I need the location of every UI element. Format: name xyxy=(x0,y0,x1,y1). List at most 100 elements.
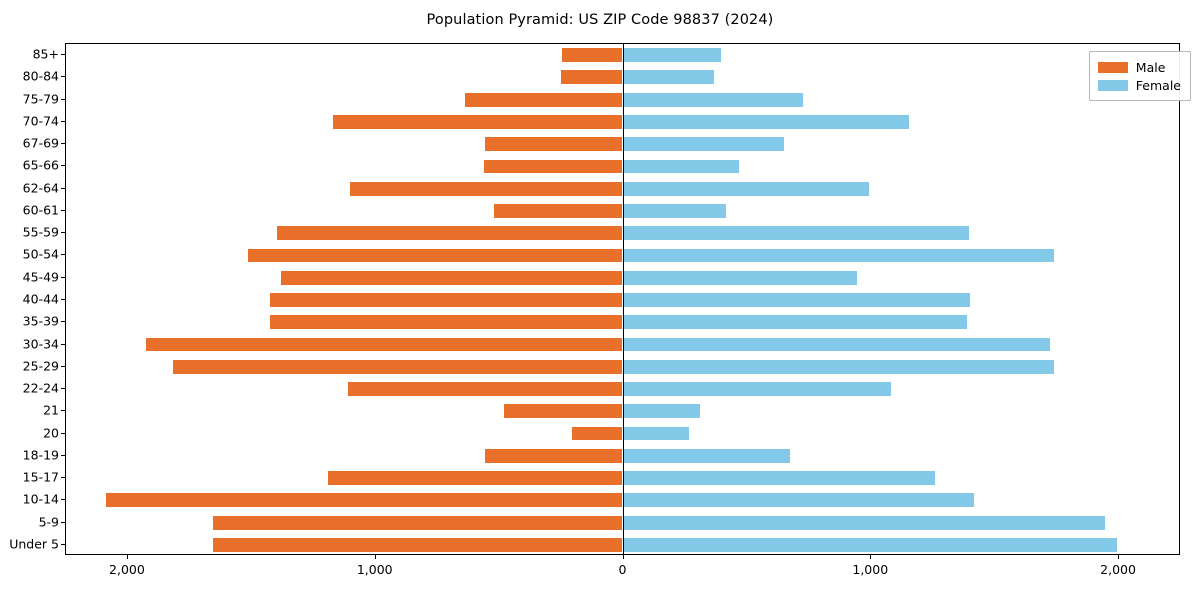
y-axis-tick-mark xyxy=(61,343,65,345)
bar-male[interactable] xyxy=(465,92,623,107)
bar-male[interactable] xyxy=(503,404,623,419)
y-axis-tick-label: 45-49 xyxy=(22,269,59,285)
y-axis-tick-label: Under 5 xyxy=(9,536,59,552)
y-axis-tick-mark xyxy=(61,299,65,300)
bar-female[interactable] xyxy=(622,226,969,241)
bar-female[interactable] xyxy=(622,426,689,441)
y-axis-tick-label: 15-17 xyxy=(22,469,59,485)
bar-female[interactable] xyxy=(622,537,1118,552)
bars-layer xyxy=(66,44,1179,554)
x-axis-tick-label: 1,000 xyxy=(356,562,393,577)
bar-female[interactable] xyxy=(622,270,858,285)
y-axis-tick-mark xyxy=(61,321,65,323)
bar-female[interactable] xyxy=(622,70,714,85)
bar-male[interactable] xyxy=(333,115,623,129)
legend-swatch-male xyxy=(1097,61,1128,73)
bar-male[interactable] xyxy=(485,448,623,463)
y-axis-tick-label: 10-14 xyxy=(22,491,59,507)
y-axis-tick-mark xyxy=(61,432,65,434)
bar-female[interactable] xyxy=(622,137,784,152)
zero-axis-line xyxy=(622,44,624,554)
bar-male[interactable] xyxy=(269,315,623,330)
bar-male[interactable] xyxy=(485,137,623,152)
bar-female[interactable] xyxy=(622,48,721,63)
bar-male[interactable] xyxy=(561,70,623,85)
bar-female[interactable] xyxy=(622,92,803,107)
legend-swatch-female xyxy=(1097,79,1128,91)
bar-female[interactable] xyxy=(622,159,739,174)
pyramid-row xyxy=(66,181,1179,196)
bar-female[interactable] xyxy=(622,404,700,419)
y-axis-tick-label: 30-34 xyxy=(22,336,59,352)
bar-male[interactable] xyxy=(212,515,623,530)
bar-female[interactable] xyxy=(622,471,936,485)
bar-male[interactable] xyxy=(277,226,623,241)
y-axis-tick-mark xyxy=(61,98,65,100)
pyramid-row xyxy=(66,426,1179,441)
bar-female[interactable] xyxy=(622,204,726,218)
plot-area xyxy=(65,43,1180,555)
pyramid-row xyxy=(66,448,1179,463)
y-axis-tick-mark xyxy=(61,410,65,412)
y-axis-tick-mark xyxy=(61,232,65,234)
pyramid-row xyxy=(66,515,1179,530)
bar-female[interactable] xyxy=(622,448,790,463)
y-axis-tick-mark xyxy=(61,165,65,167)
y-axis-tick-label: 80-84 xyxy=(22,68,59,84)
bar-male[interactable] xyxy=(281,270,623,285)
bar-male[interactable] xyxy=(106,493,623,508)
bar-female[interactable] xyxy=(622,382,891,396)
bar-female[interactable] xyxy=(622,115,909,129)
x-axis-tick-mark xyxy=(622,555,624,559)
pyramid-row xyxy=(66,359,1179,374)
y-axis-tick-label: 65-66 xyxy=(22,157,59,173)
bar-male[interactable] xyxy=(212,537,623,552)
bar-male[interactable] xyxy=(494,204,623,218)
y-axis-tick-mark xyxy=(61,477,65,479)
bar-female[interactable] xyxy=(622,315,968,330)
x-axis-tick-mark xyxy=(870,555,872,559)
y-axis-tick-label: 25-29 xyxy=(22,358,59,374)
bar-male[interactable] xyxy=(146,337,623,352)
bar-female[interactable] xyxy=(622,181,869,196)
pyramid-row xyxy=(66,337,1179,352)
y-axis-tick-mark xyxy=(61,388,65,390)
legend-label: Female xyxy=(1135,77,1181,93)
bar-male[interactable] xyxy=(484,159,623,174)
x-axis-tick-label: 0 xyxy=(618,562,627,577)
bar-male[interactable] xyxy=(173,359,623,374)
bar-female[interactable] xyxy=(622,293,971,307)
chart-title: Population Pyramid: US ZIP Code 98837 (2… xyxy=(426,12,774,28)
bar-male[interactable] xyxy=(269,293,623,307)
x-axis-tick-label: 1,000 xyxy=(852,562,889,577)
bar-male[interactable] xyxy=(347,382,623,396)
pyramid-row xyxy=(66,471,1179,485)
y-axis-tick-mark xyxy=(61,276,65,278)
bar-female[interactable] xyxy=(622,515,1105,530)
bar-male[interactable] xyxy=(562,48,623,63)
pyramid-row xyxy=(66,493,1179,508)
y-axis-tick-label: 70-74 xyxy=(22,113,59,129)
bar-female[interactable] xyxy=(622,248,1055,263)
bar-female[interactable] xyxy=(622,337,1051,352)
bar-male[interactable] xyxy=(328,471,623,485)
y-axis-tick-label: 20 xyxy=(43,425,59,441)
y-axis-tick-label: 18-19 xyxy=(22,447,59,463)
y-axis-tick-label: 75-79 xyxy=(22,91,59,107)
legend-entry[interactable]: Male xyxy=(1097,58,1181,76)
bar-male[interactable] xyxy=(248,248,623,263)
y-axis-tick-mark xyxy=(61,120,65,122)
bar-male[interactable] xyxy=(571,426,623,441)
bar-male[interactable] xyxy=(350,181,623,196)
y-axis-tick-label: 40-44 xyxy=(22,291,59,307)
x-axis-tick-label: 2,000 xyxy=(109,562,145,577)
bar-female[interactable] xyxy=(622,359,1055,374)
legend-entry[interactable]: Female xyxy=(1097,76,1181,94)
pyramid-row xyxy=(66,48,1179,63)
pyramid-row xyxy=(66,70,1179,85)
pyramid-row xyxy=(66,226,1179,241)
pyramid-row xyxy=(66,115,1179,129)
bar-female[interactable] xyxy=(622,493,974,508)
y-axis-tick-mark xyxy=(61,543,65,545)
